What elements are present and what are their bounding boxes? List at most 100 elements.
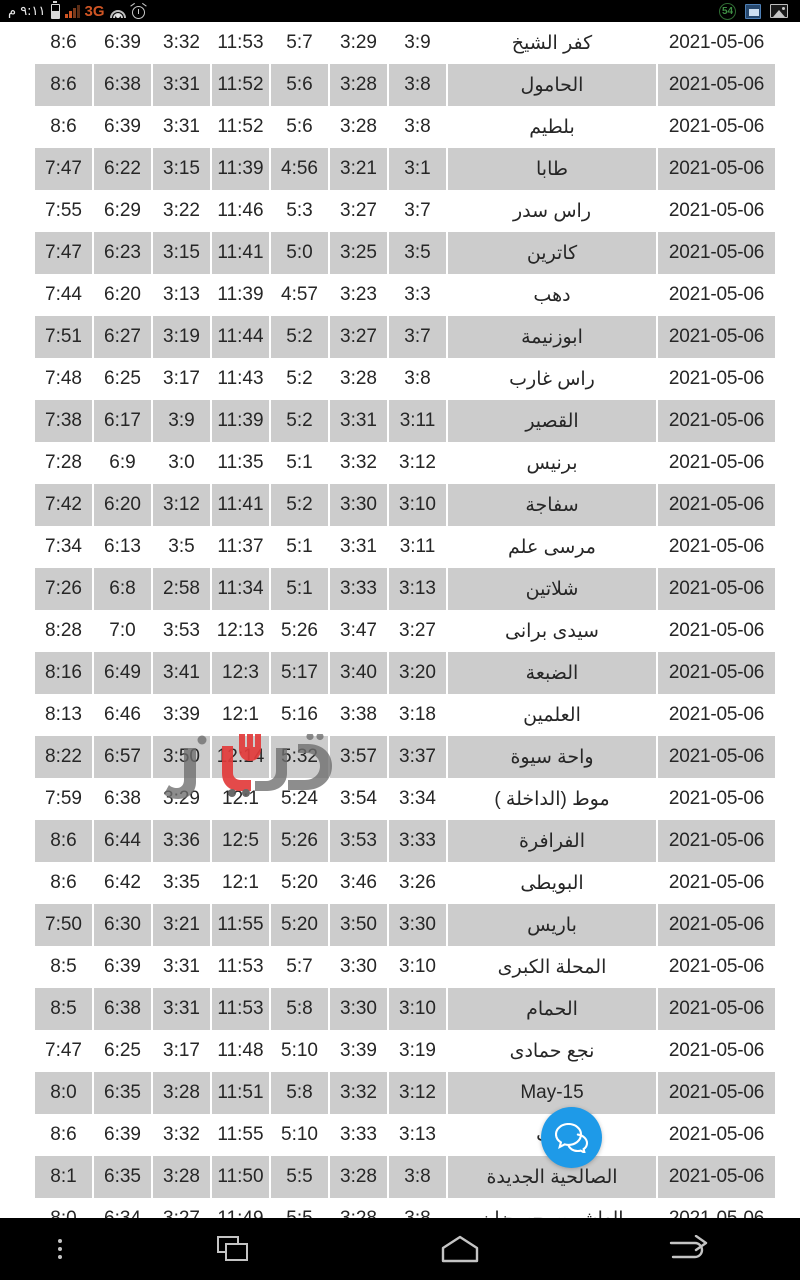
cell-maghrib: 6:13 (94, 526, 151, 568)
cell-sunrise: 3:31 (330, 400, 387, 442)
cell-maghrib: 6:38 (94, 778, 151, 820)
cell-sunrise: 3:47 (330, 610, 387, 652)
cell-maghrib: 6:25 (94, 1030, 151, 1072)
table-row[interactable]: 8:6 6:44 3:36 12:5 5:26 3:53 3:33 الفرافرة 2021-… (35, 820, 775, 862)
cell-isha: 7:47 (35, 148, 92, 190)
table-row[interactable]: 8:5 6:38 3:31 11:53 5:8 3:30 3:10 الحمام 2021-05… (35, 988, 775, 1030)
cell-sunrise: 3:32 (330, 1072, 387, 1114)
table-row[interactable]: 7:26 6:8 2:58 11:34 5:1 3:33 3:13 شلاتين 2021-05… (35, 568, 775, 610)
table-row[interactable]: 8:06:343:2711:495:53:283:8العاشر من رمضا… (35, 1198, 775, 1218)
status-bar-left-group: ٩:١١ م 3G (8, 2, 147, 19)
table-row[interactable]: 8:6 6:39 3:32 11:53 5:7 3:29 3:9 كفر الشيخ 2021-… (35, 22, 775, 64)
cell-asr: 5:2 (271, 484, 328, 526)
table-row[interactable]: 8:5 6:39 3:31 11:53 5:7 3:30 3:10 المحلة الكبرى… (35, 946, 775, 988)
cell-dhuhr: 11:34 (212, 568, 269, 610)
cell-isha: 8:28 (35, 610, 92, 652)
table-row[interactable]: 7:34 6:13 3:5 11:37 5:1 3:31 3:11 مرسى علم 2021-… (35, 526, 775, 568)
cell-city: الحمام (448, 988, 656, 1030)
table-row[interactable]: 7:44 6:20 3:13 11:39 4:57 3:23 3:3 دهب 2021-05-0… (35, 274, 775, 316)
table-row[interactable]: 7:47 6:23 3:15 11:41 5:0 3:25 3:5 كاترين 2021-05… (35, 232, 775, 274)
cell-asr2: 3:28 (153, 1156, 210, 1198)
cell-city: نجع حمادى (448, 1030, 656, 1072)
cell-sunrise: 3:38 (330, 694, 387, 736)
cell-maghrib: 6:29 (94, 190, 151, 232)
table-row[interactable]: 7:48 6:25 3:17 11:43 5:2 3:28 3:8 راس غارب 2021-… (35, 358, 775, 400)
cell-asr2: 3:13 (153, 274, 210, 316)
wifi-icon (109, 5, 126, 18)
cell-asr: 5:6 (271, 64, 328, 106)
table-row[interactable]: 7:51 6:27 3:19 11:44 5:2 3:27 3:7 ابوزنيمة 2021-… (35, 316, 775, 358)
cell-dhuhr: 11:44 (212, 316, 269, 358)
cell-fajr: 3:8 (389, 106, 446, 148)
cell-fajr: 3:34 (389, 778, 446, 820)
menu-button[interactable] (0, 1218, 120, 1280)
cell-date: 2021-05-06 (658, 64, 775, 106)
cell-asr: 5:26 (271, 610, 328, 652)
cell-maghrib: 6:46 (94, 694, 151, 736)
table-row[interactable]: 8:6 6:39 3:31 11:52 5:6 3:28 3:8 بلطيم 2021-05-0… (35, 106, 775, 148)
back-arrow-icon (669, 1235, 707, 1259)
table-row[interactable]: 8:6 6:38 3:31 11:52 5:6 3:28 3:8 الحامول 2021-05… (35, 64, 775, 106)
table-row[interactable]: 8:66:393:3211:555:103:333:13دات2021-05-0… (35, 1114, 775, 1156)
cell-date: 2021-05-06 (658, 1030, 775, 1072)
cell-date: 2021-05-06 (658, 442, 775, 484)
table-row[interactable]: 7:42 6:20 3:12 11:41 5:2 3:30 3:10 سفاجة 2021-05… (35, 484, 775, 526)
cell-isha: 8:6 (35, 106, 92, 148)
cell-isha: 7:42 (35, 484, 92, 526)
back-button[interactable] (573, 1218, 800, 1280)
recents-button[interactable] (120, 1218, 347, 1280)
cell-asr: 5:0 (271, 232, 328, 274)
cell-maghrib: 6:20 (94, 484, 151, 526)
home-icon (441, 1235, 479, 1263)
cell-date: 2021-05-06 (658, 904, 775, 946)
table-row[interactable]: 7:47 6:25 3:17 11:48 5:10 3:39 3:19 نجع حمادى 20… (35, 1030, 775, 1072)
cell-isha: 8:6 (35, 1114, 92, 1156)
table-row[interactable]: 7:59 6:38 3:29 12:1 5:24 3:54 3:34 موط (الداخلة… (35, 778, 775, 820)
cell-asr: 4:57 (271, 274, 328, 316)
cell-city: بلطيم (448, 106, 656, 148)
cell-fajr: 3:8 (389, 1198, 446, 1218)
cell-city: سيدى برانى (448, 610, 656, 652)
cell-city: العاشر من رمضان (448, 1198, 656, 1218)
cell-fajr: 3:10 (389, 484, 446, 526)
table-row[interactable]: 7:55 6:29 3:22 11:46 5:3 3:27 3:7 راس سدر 2021-0… (35, 190, 775, 232)
cell-dhuhr: 11:39 (212, 400, 269, 442)
table-row[interactable]: 8:1 6:35 3:28 11:50 5:5 3:28 3:8 الصالحية الجدي… (35, 1156, 775, 1198)
cell-fajr: 3:10 (389, 988, 446, 1030)
home-button[interactable] (347, 1218, 574, 1280)
cell-maghrib: 6:35 (94, 1156, 151, 1198)
chat-bubble-icon (554, 1122, 588, 1153)
cell-fajr: 3:20 (389, 652, 446, 694)
cell-isha: 7:48 (35, 358, 92, 400)
cell-maghrib: 6:39 (94, 946, 151, 988)
cell-city: دهب (448, 274, 656, 316)
cell-asr2: 3:12 (153, 484, 210, 526)
cell-date: 2021-05-06 (658, 778, 775, 820)
table-row[interactable]: 7:50 6:30 3:21 11:55 5:20 3:50 3:30 باريس 2021-0… (35, 904, 775, 946)
table-row[interactable]: 7:28 6:9 3:0 11:35 5:1 3:32 3:12 برنيس 2021-05-0… (35, 442, 775, 484)
table-row[interactable]: 8:22 6:57 3:50 12:14 5:32 3:57 3:37 واحة سيوة 20… (35, 736, 775, 778)
cell-maghrib: 6:42 (94, 862, 151, 904)
cell-maghrib: 6:30 (94, 904, 151, 946)
cell-isha: 7:47 (35, 232, 92, 274)
table-row[interactable]: 8:6 6:42 3:35 12:1 5:20 3:46 3:26 البويطى 2021-0… (35, 862, 775, 904)
table-row[interactable]: 7:38 6:17 3:9 11:39 5:2 3:31 3:11 القصير 2021-05… (35, 400, 775, 442)
cell-sunrise: 3:30 (330, 946, 387, 988)
cell-date: 2021-05-06 (658, 274, 775, 316)
cell-isha: 7:47 (35, 1030, 92, 1072)
table-row[interactable]: 8:16 6:49 3:41 12:3 5:17 3:40 3:20 الضبعة 2021-0… (35, 652, 775, 694)
table-row[interactable]: 7:47 6:22 3:15 11:39 4:56 3:21 3:1 طابا 2021-05-… (35, 148, 775, 190)
page-content[interactable]: 8:6 6:39 3:32 11:53 5:7 3:29 3:9 كفر الشيخ 2021-… (0, 22, 800, 1218)
chat-fab-button[interactable] (541, 1107, 602, 1168)
cell-asr2: 3:39 (153, 694, 210, 736)
cell-dhuhr: 11:52 (212, 106, 269, 148)
cell-dhuhr: 11:53 (212, 988, 269, 1030)
cell-fajr: 3:12 (389, 1072, 446, 1114)
table-row[interactable]: 8:13 6:46 3:39 12:1 5:16 3:38 3:18 العلمين 2021-… (35, 694, 775, 736)
cell-asr2: 2:58 (153, 568, 210, 610)
table-row[interactable]: 8:0 6:35 3:28 11:51 5:8 3:32 3:12 May-15 2021-05… (35, 1072, 775, 1114)
cell-asr: 5:1 (271, 442, 328, 484)
cell-fajr: 3:26 (389, 862, 446, 904)
table-row[interactable]: 8:28 7:0 3:53 12:13 5:26 3:47 3:27 سيدى برانى 20… (35, 610, 775, 652)
getbutton-watermark: GetButton (500, 1214, 590, 1218)
